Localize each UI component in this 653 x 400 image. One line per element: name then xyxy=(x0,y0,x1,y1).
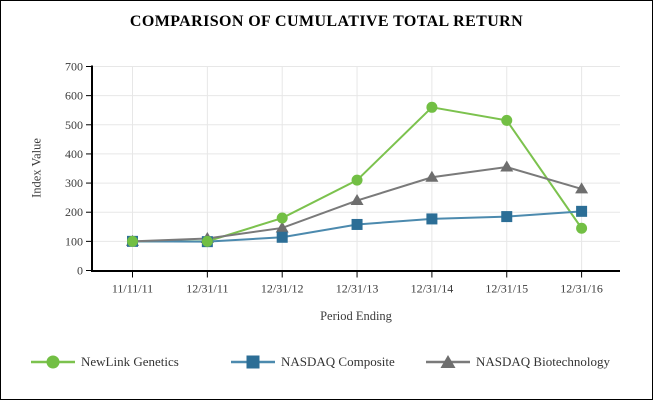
legend-marker-square-icon xyxy=(231,354,275,370)
data-point-newlink-genetics xyxy=(501,114,513,126)
x-tick-label: 12/31/16 xyxy=(560,282,603,296)
data-point-nasdaq-composite xyxy=(426,213,438,225)
x-tick-label: 12/31/14 xyxy=(411,282,454,296)
data-point-newlink-genetics xyxy=(426,101,438,113)
legend-marker-triangle-icon xyxy=(426,354,470,370)
legend-circle-glyph xyxy=(46,355,60,369)
chart-plot-area: 0 100 200 300 400 500 600 700 11/11/11 12/31/11 12… xyxy=(65,60,620,296)
y-tick-label: 200 xyxy=(65,205,83,219)
y-tick-label: 300 xyxy=(65,176,83,190)
x-tick-label: 12/31/13 xyxy=(336,282,379,296)
y-tick-label: 400 xyxy=(65,147,83,161)
data-point-nasdaq-composite xyxy=(351,218,363,230)
y-tick-label: 100 xyxy=(65,234,83,248)
data-point-nasdaq-biotechnology xyxy=(275,221,289,233)
y-tick-label: 600 xyxy=(65,89,83,103)
data-point-nasdaq-biotechnology xyxy=(575,182,589,194)
data-point-newlink-genetics xyxy=(276,212,288,224)
x-tick-label: 12/31/15 xyxy=(485,282,528,296)
x-tick-label: 12/31/12 xyxy=(261,282,304,296)
chart-title: COMPARISON OF CUMULATIVE TOTAL RETURN xyxy=(129,13,524,30)
data-point-nasdaq-biotechnology xyxy=(350,194,364,206)
chart-legend: NewLink Genetics NASDAQ Composite NASDAQ… xyxy=(1,350,652,374)
x-tick-label: 12/31/11 xyxy=(186,282,228,296)
legend-item-nasdaq-biotechnology: NASDAQ Biotechnology xyxy=(426,350,610,374)
legend-label: NewLink Genetics xyxy=(81,354,179,369)
data-point-nasdaq-composite xyxy=(576,205,588,217)
data-point-newlink-genetics xyxy=(127,235,138,247)
data-point-newlink-genetics xyxy=(351,174,363,186)
data-point-nasdaq-composite xyxy=(276,231,288,243)
data-point-newlink-genetics xyxy=(576,222,588,234)
legend-triangle-glyph xyxy=(440,355,456,368)
legend-marker-canvas xyxy=(231,355,275,369)
data-point-newlink-genetics xyxy=(201,235,213,247)
data-point-nasdaq-composite xyxy=(501,211,513,223)
legend-item-nasdaq-composite: NASDAQ Composite xyxy=(231,350,395,374)
x-axis-title: Period Ending xyxy=(320,309,392,323)
y-tick-label: 700 xyxy=(65,60,83,74)
data-point-nasdaq-biotechnology xyxy=(500,160,514,172)
legend-label: NASDAQ Biotechnology xyxy=(476,354,610,369)
legend-marker-canvas xyxy=(426,355,470,368)
legend-square-glyph xyxy=(246,355,260,369)
legend-marker-circle-icon xyxy=(31,354,75,370)
data-point-nasdaq-biotechnology xyxy=(425,170,439,182)
legend-label: NASDAQ Composite xyxy=(281,354,395,369)
x-tick-label: 11/11/11 xyxy=(112,282,153,296)
legend-marker-canvas xyxy=(31,355,75,369)
legend-item-newlink-genetics: NewLink Genetics xyxy=(31,350,179,374)
y-tick-label: 500 xyxy=(65,118,83,132)
y-tick-label: 0 xyxy=(77,264,83,278)
